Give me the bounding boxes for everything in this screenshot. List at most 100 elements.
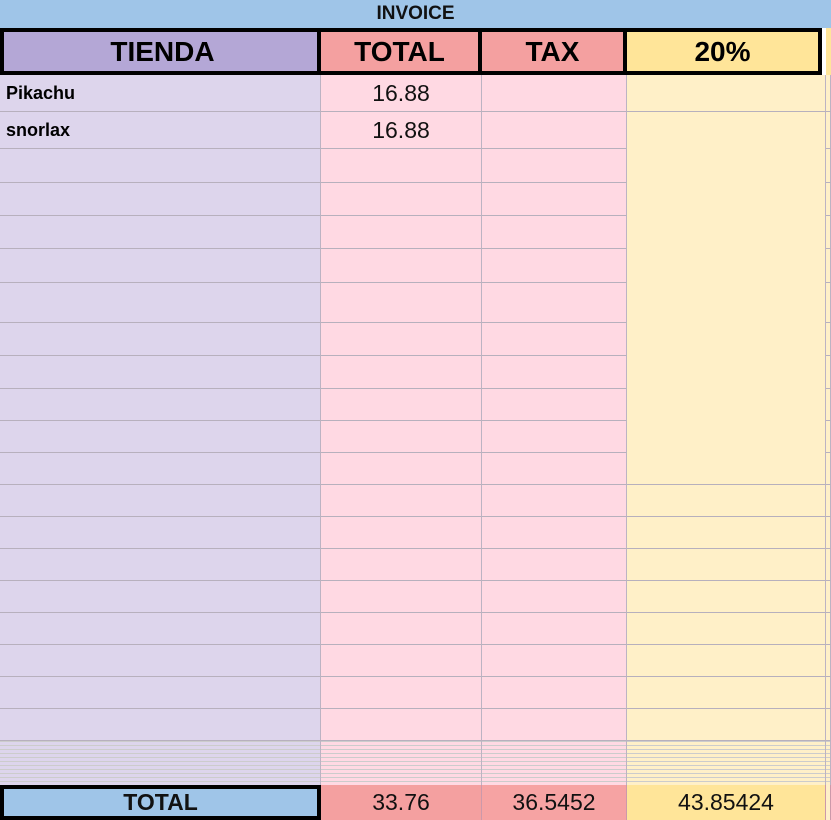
cell — [321, 485, 482, 517]
cell — [826, 183, 831, 216]
cell — [0, 517, 321, 549]
cell — [321, 677, 482, 709]
cell — [482, 249, 627, 283]
cell — [627, 581, 826, 613]
hidden-rows — [627, 741, 826, 785]
header-cell: TOTAL — [317, 28, 482, 75]
cell — [826, 356, 831, 389]
cell — [482, 709, 627, 741]
cell — [482, 485, 627, 517]
cell — [0, 421, 321, 453]
cell — [0, 249, 321, 283]
cell — [0, 389, 321, 421]
cell — [0, 613, 321, 645]
cell — [321, 421, 482, 453]
cell: snorlax — [0, 112, 321, 149]
cell: 16.88 — [321, 75, 482, 112]
header-cell: 20% — [623, 28, 822, 75]
cell — [482, 453, 627, 485]
cell — [321, 517, 482, 549]
hidden-rows — [826, 741, 831, 785]
cell — [482, 356, 627, 389]
cell — [627, 112, 826, 485]
cell — [627, 485, 826, 517]
cell — [321, 389, 482, 421]
header-cell: TAX — [478, 28, 627, 75]
cell — [627, 453, 826, 485]
cell — [321, 216, 482, 249]
cell — [0, 216, 321, 249]
cell: Pikachu — [0, 75, 321, 112]
cell — [321, 645, 482, 677]
cell — [321, 149, 482, 183]
cell — [627, 613, 826, 645]
cell — [826, 453, 831, 485]
cell — [627, 677, 826, 709]
cell — [826, 249, 831, 283]
hidden-rows — [0, 741, 321, 785]
cell — [482, 549, 627, 581]
cell — [0, 645, 321, 677]
cell — [0, 149, 321, 183]
cell — [826, 581, 831, 613]
cell — [826, 323, 831, 356]
cell — [0, 581, 321, 613]
cell — [482, 389, 627, 421]
cell — [321, 581, 482, 613]
cell — [0, 183, 321, 216]
cell — [482, 183, 627, 216]
cell — [0, 709, 321, 741]
sheet-title: INVOICE — [0, 0, 831, 28]
cell — [826, 149, 831, 183]
cell — [321, 356, 482, 389]
cell — [826, 709, 831, 741]
cell — [321, 283, 482, 323]
cell — [826, 389, 831, 421]
cell — [0, 549, 321, 581]
cell — [0, 323, 321, 356]
cell — [0, 677, 321, 709]
cell — [321, 709, 482, 741]
cell — [0, 283, 321, 323]
cell — [321, 549, 482, 581]
cell — [482, 216, 627, 249]
cell — [482, 283, 627, 323]
cell — [627, 549, 826, 581]
cell: 16.88 — [321, 112, 482, 149]
cell — [482, 645, 627, 677]
cell — [826, 283, 831, 323]
cell — [0, 356, 321, 389]
cell — [321, 323, 482, 356]
header-cell: TIENDA — [0, 28, 325, 75]
cell — [826, 216, 831, 249]
cell — [0, 485, 321, 517]
cell — [627, 517, 826, 549]
cell — [826, 517, 831, 549]
footer-cell: 43.85424 — [627, 785, 826, 820]
footer-cell: 33.76 — [321, 785, 482, 820]
hidden-rows — [321, 741, 482, 785]
cell — [321, 453, 482, 485]
cell — [482, 677, 627, 709]
hidden-rows — [482, 741, 627, 785]
cell — [826, 645, 831, 677]
cell — [321, 183, 482, 216]
cell — [482, 421, 627, 453]
cell — [482, 112, 627, 149]
cell — [321, 613, 482, 645]
footer-cell — [826, 785, 831, 820]
cell — [826, 421, 831, 453]
header-edge — [826, 28, 831, 75]
cell — [627, 75, 826, 112]
cell — [826, 613, 831, 645]
footer-cell: 36.5452 — [482, 785, 627, 820]
cell — [826, 677, 831, 709]
cell — [482, 149, 627, 183]
cell — [482, 613, 627, 645]
cell — [482, 581, 627, 613]
cell — [826, 75, 831, 112]
cell — [627, 709, 826, 741]
footer-label: TOTAL — [0, 785, 321, 820]
cell — [627, 645, 826, 677]
